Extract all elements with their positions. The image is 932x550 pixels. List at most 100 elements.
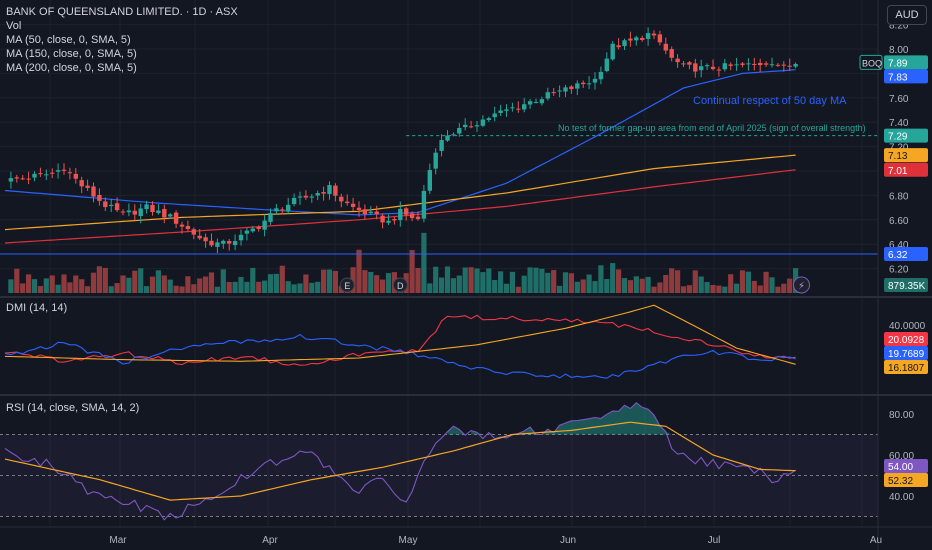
volume-bar bbox=[604, 278, 610, 293]
volume-bar bbox=[680, 286, 687, 293]
volume-bar bbox=[480, 272, 486, 293]
volume-bar bbox=[716, 285, 722, 293]
candlesticks[interactable] bbox=[8, 27, 798, 254]
volume-bar bbox=[574, 281, 580, 293]
candle-body bbox=[238, 234, 244, 241]
candle-body bbox=[421, 190, 427, 219]
candle-body bbox=[197, 235, 202, 239]
candle-body bbox=[569, 86, 574, 90]
volume-bar bbox=[256, 281, 262, 293]
candle-body bbox=[185, 225, 191, 230]
candle-body bbox=[280, 209, 285, 211]
volume-bar bbox=[155, 270, 161, 293]
volume-bar bbox=[73, 275, 79, 293]
volume-bar bbox=[498, 271, 504, 293]
ma150-legend[interactable]: MA (150, close, 0, SMA, 5) bbox=[6, 48, 137, 60]
volume-bar bbox=[120, 275, 126, 293]
volume-bar bbox=[533, 267, 539, 293]
candle-body bbox=[203, 237, 208, 242]
dmi-pane[interactable] bbox=[4, 304, 796, 379]
candle-body bbox=[415, 216, 421, 220]
volume-bar bbox=[751, 280, 757, 293]
event-markers[interactable]: E D ⚡ bbox=[339, 276, 810, 294]
volume-bar bbox=[439, 277, 445, 293]
volume-bar bbox=[250, 267, 256, 293]
time-axis[interactable]: Mar Apr May Jun Jul Au bbox=[109, 535, 882, 546]
candle-body bbox=[598, 71, 604, 80]
candle-body bbox=[409, 213, 415, 219]
volume-bar bbox=[675, 270, 681, 293]
candle-body bbox=[522, 104, 527, 110]
candle-body bbox=[722, 63, 727, 70]
candle-body bbox=[716, 69, 722, 71]
lightning-glyph: ⚡ bbox=[798, 281, 805, 292]
volume-bar bbox=[757, 285, 763, 293]
candle-body bbox=[120, 211, 126, 213]
volume-legend[interactable]: Vol bbox=[6, 20, 22, 32]
candle-body bbox=[368, 211, 373, 214]
volume-bar bbox=[686, 285, 692, 293]
volume-bar bbox=[515, 286, 521, 293]
volume-bar bbox=[197, 278, 203, 293]
candle-body bbox=[215, 242, 220, 247]
rsi-legend[interactable]: RSI (14, close, SMA, 14, 2) bbox=[6, 402, 140, 414]
minus-di-badge-text: 20.0928 bbox=[888, 335, 925, 346]
time-tick: Mar bbox=[109, 535, 127, 546]
volume-bar bbox=[85, 286, 91, 293]
ma200-legend[interactable]: MA (200, close, 0, SMA, 5) bbox=[6, 62, 137, 74]
volume-bar bbox=[173, 285, 179, 293]
price-tick: 7.20 bbox=[889, 143, 909, 154]
volume-bar bbox=[114, 283, 120, 293]
volume-bar bbox=[692, 270, 698, 293]
candle-body bbox=[427, 170, 432, 191]
volume-bar bbox=[238, 276, 244, 293]
candle-body bbox=[693, 63, 698, 72]
ma50-badge-text: 7.83 bbox=[888, 72, 908, 83]
volume-badge bbox=[884, 278, 928, 292]
volume-badge-text: 879.35K bbox=[888, 281, 926, 292]
volume-bar bbox=[37, 286, 43, 293]
volume-bar bbox=[26, 274, 32, 293]
volume-bar bbox=[203, 276, 209, 293]
volume-bar bbox=[486, 268, 492, 293]
currency-button[interactable]: AUD bbox=[887, 5, 927, 25]
ma50-badge bbox=[884, 69, 928, 84]
candle-body bbox=[162, 208, 167, 218]
candle-body bbox=[339, 196, 344, 202]
volume-bar bbox=[232, 281, 238, 293]
candle-body bbox=[179, 224, 185, 227]
candle-body bbox=[728, 64, 733, 66]
ma50-legend[interactable]: MA (50, close, 0, SMA, 5) bbox=[6, 34, 131, 46]
volume-bar bbox=[144, 286, 150, 293]
reference-lines bbox=[0, 135, 878, 255]
rsi-pane[interactable] bbox=[0, 402, 878, 521]
volume-bar bbox=[710, 284, 716, 293]
candle-body bbox=[787, 65, 792, 67]
volume-bar bbox=[191, 284, 197, 293]
chart-title[interactable]: BANK OF QUEENSLAND LIMITED. · 1D · ASX bbox=[6, 6, 238, 18]
candle-body bbox=[575, 83, 580, 89]
ma50-annotation: Continual respect of 50 day MA bbox=[693, 95, 847, 107]
candle-body bbox=[628, 38, 633, 41]
ma200-badge-text: 7.01 bbox=[888, 166, 908, 177]
volume-bar bbox=[645, 276, 651, 293]
rsi-ma-badge-text: 52.32 bbox=[888, 476, 913, 487]
volume-bar bbox=[291, 284, 297, 293]
candle-body bbox=[256, 226, 261, 229]
candle-body bbox=[91, 186, 96, 197]
candle-body bbox=[793, 63, 798, 67]
dmi-legend[interactable]: DMI (14, 14) bbox=[6, 302, 68, 314]
price-tick: 6.60 bbox=[889, 216, 909, 227]
event-label: E bbox=[344, 281, 350, 291]
volume-bar bbox=[102, 267, 108, 293]
volume-bar bbox=[521, 275, 527, 293]
candle-body bbox=[775, 64, 781, 66]
volume-bar bbox=[415, 267, 421, 293]
lightning-icon bbox=[793, 276, 810, 294]
candle-body bbox=[286, 204, 291, 212]
annotations: Continual respect of 50 day MA No test of… bbox=[558, 95, 866, 133]
volume-bar bbox=[55, 284, 61, 293]
candle-body bbox=[227, 240, 232, 244]
